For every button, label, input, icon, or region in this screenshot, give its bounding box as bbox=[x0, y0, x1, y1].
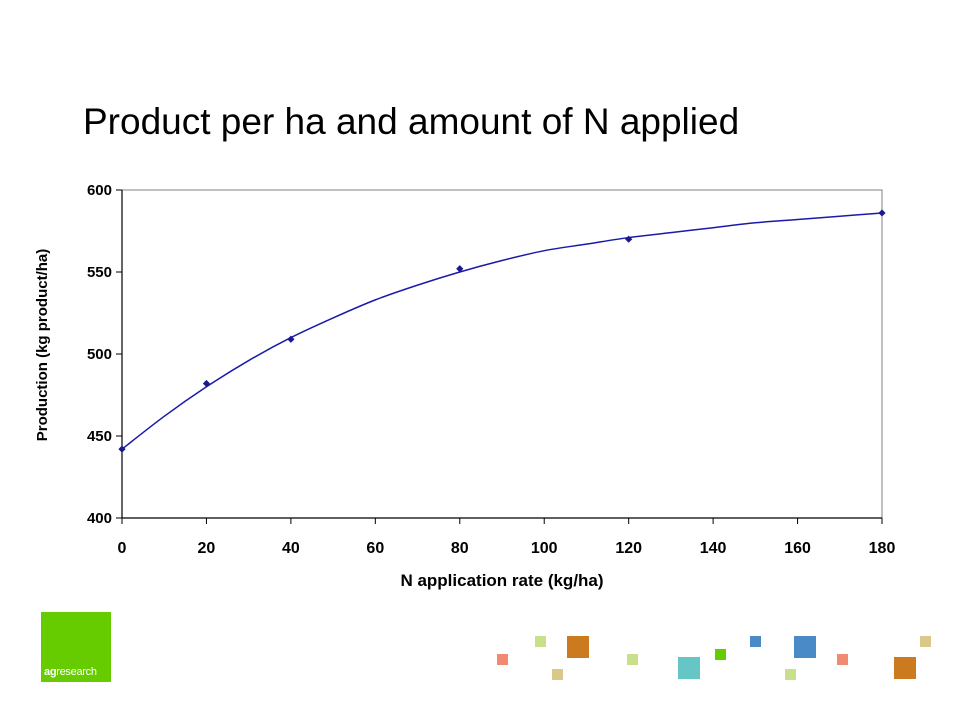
y-axis-title: Production (kg product/ha) bbox=[34, 249, 51, 442]
decor-square bbox=[750, 636, 761, 647]
x-tick-label: 0 bbox=[118, 540, 127, 557]
x-tick-label: 100 bbox=[531, 540, 558, 557]
data-point bbox=[118, 445, 126, 453]
x-tick-label: 140 bbox=[700, 540, 727, 557]
decor-square bbox=[837, 654, 848, 665]
decor-square bbox=[535, 636, 546, 647]
decor-square bbox=[627, 654, 638, 665]
decor-square bbox=[678, 657, 700, 679]
decor-square bbox=[552, 669, 563, 680]
decor-square bbox=[894, 657, 916, 679]
decor-square bbox=[567, 636, 589, 658]
logo-text: agresearch bbox=[44, 666, 97, 678]
data-point bbox=[456, 265, 464, 273]
y-tick-label: 550 bbox=[87, 264, 112, 281]
data-point bbox=[878, 209, 886, 217]
data-point bbox=[202, 379, 211, 388]
x-tick-label: 80 bbox=[451, 540, 469, 557]
plot-area: 400 450 500 550 600 0 20 40 60 80 100 120 140 160 180 N… bbox=[87, 182, 895, 590]
x-tick-label: 40 bbox=[282, 540, 300, 557]
x-tick-label: 60 bbox=[366, 540, 384, 557]
data-point bbox=[625, 235, 633, 243]
y-tick-label: 450 bbox=[87, 428, 112, 445]
data-point bbox=[287, 335, 295, 343]
logo-bold-part: ag bbox=[44, 666, 57, 678]
agresearch-logo: agresearch bbox=[41, 612, 111, 682]
decor-square bbox=[920, 636, 931, 647]
x-tick-label: 180 bbox=[869, 540, 896, 557]
y-axis-label-group: Production (kg product/ha) bbox=[34, 249, 51, 442]
trendline bbox=[121, 212, 883, 450]
decor-square bbox=[715, 649, 726, 660]
y-tick-label: 500 bbox=[87, 346, 112, 363]
slide-title: Product per ha and amount of N applied bbox=[83, 101, 740, 142]
plot-frame bbox=[121, 189, 883, 519]
logo-rest-part: research bbox=[56, 666, 97, 678]
decor-square bbox=[497, 654, 508, 665]
decor-square bbox=[794, 636, 816, 658]
y-tick-label: 600 bbox=[87, 182, 112, 199]
x-tick-label: 120 bbox=[615, 540, 642, 557]
x-axis-title: N application rate (kg/ha) bbox=[400, 571, 603, 590]
x-tick-label: 20 bbox=[198, 540, 216, 557]
y-tick-label: 400 bbox=[87, 510, 112, 527]
x-tick-label: 160 bbox=[784, 540, 811, 557]
decor-square bbox=[785, 669, 796, 680]
